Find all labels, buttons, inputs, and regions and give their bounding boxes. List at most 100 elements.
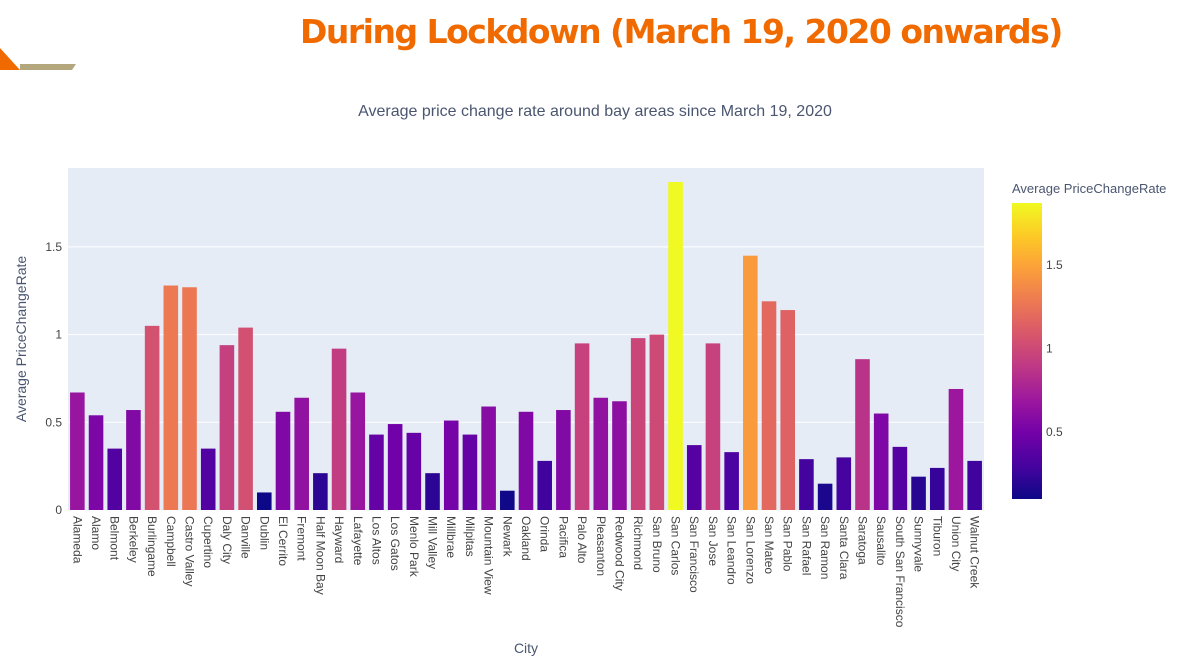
x-tick-label: San Mateo	[762, 516, 776, 574]
bar	[275, 411, 291, 510]
bar	[200, 448, 216, 510]
x-tick-label: Burlingame	[145, 516, 159, 577]
x-tick-label: Lafayette	[351, 516, 365, 566]
y-tick-label: 0	[55, 503, 62, 517]
bar	[593, 397, 609, 510]
corner-decoration	[0, 40, 80, 77]
bar	[238, 327, 253, 510]
bar	[929, 467, 945, 510]
bar	[462, 434, 478, 510]
colorbar-tick-label: 0.5	[1046, 425, 1063, 439]
y-tick-label: 1	[55, 328, 62, 342]
x-tick-label: Dublin	[257, 516, 271, 550]
x-tick-label: Sausalito	[874, 516, 888, 566]
bar	[387, 424, 403, 510]
x-tick-label: Millbrae	[444, 516, 458, 558]
bar	[182, 287, 197, 510]
x-tick-label: Saratoga	[855, 516, 869, 565]
x-tick-label: Palo Alto	[575, 516, 589, 564]
x-tick-label: San Rafael	[799, 516, 813, 575]
bar	[780, 310, 796, 510]
x-tick-label: Richmond	[631, 516, 645, 570]
bar	[256, 492, 272, 510]
x-tick-label: Tiburon	[930, 516, 944, 556]
bar	[406, 432, 422, 510]
bar	[500, 490, 515, 510]
bar	[873, 413, 889, 510]
bar	[705, 343, 721, 510]
colorbar-title: Average PriceChangeRate	[1012, 181, 1166, 196]
bar	[668, 182, 683, 510]
bar	[107, 448, 123, 510]
x-tick-label: Belmont	[108, 516, 122, 561]
bar	[556, 410, 571, 510]
bar	[761, 301, 777, 510]
x-tick-label: Newark	[500, 516, 514, 558]
colorbar-tick-label: 1	[1046, 341, 1053, 355]
x-tick-label: San Bruno	[650, 516, 664, 573]
x-tick-label: Redwood City	[612, 516, 626, 591]
bar	[313, 473, 328, 510]
bar	[612, 401, 627, 510]
x-tick-label: Pleasanton	[594, 516, 608, 576]
x-tick-label: Los Altos	[369, 516, 383, 565]
y-tick-label: 0.5	[45, 415, 62, 429]
bar	[144, 325, 160, 510]
slide-title: During Lockdown (March 19, 2020 onwards)	[300, 12, 1063, 51]
bar	[855, 359, 870, 510]
x-tick-label: Menlo Park	[407, 516, 421, 578]
x-tick-label: Orinda	[538, 516, 552, 552]
bar	[574, 343, 590, 510]
bar	[126, 410, 141, 510]
bar	[948, 388, 964, 510]
bar	[892, 446, 908, 510]
bar	[836, 457, 852, 510]
x-tick-label: Alamo	[89, 516, 103, 550]
bar	[817, 483, 833, 510]
x-axis-title: City	[514, 640, 538, 656]
x-tick-label: Mountain View	[482, 516, 496, 595]
x-tick-label: Santa Clara	[837, 516, 851, 580]
colorbar-tick-label: 1.5	[1046, 258, 1063, 272]
bar	[537, 460, 552, 510]
x-tick-label: Cupertino	[201, 516, 215, 568]
x-tick-label: Berkeley	[126, 516, 140, 563]
bar	[350, 392, 366, 510]
x-tick-label: Sunnyvale	[912, 516, 926, 572]
bar	[630, 338, 646, 510]
bar	[219, 345, 235, 510]
x-tick-label: Campbell	[164, 516, 178, 567]
x-tick-label: Half Moon Bay	[313, 516, 327, 595]
x-tick-label: South San Francisco	[893, 516, 907, 628]
x-tick-label: Alameda	[70, 516, 84, 564]
bar	[799, 459, 814, 510]
colorbar	[1012, 203, 1042, 499]
x-tick-label: Los Gatos	[388, 516, 402, 571]
bar	[686, 445, 702, 510]
y-axis-title: Average PriceChangeRate	[13, 256, 29, 423]
y-axis-ticks: 0 0.5 1 1.5	[45, 240, 62, 517]
x-tick-label: Milpitas	[463, 516, 477, 557]
x-tick-label: El Cerrito	[276, 516, 290, 566]
x-tick-label: San Pablo	[781, 516, 795, 572]
x-tick-label: San Lorenzo	[743, 516, 757, 584]
bar	[369, 434, 384, 510]
x-tick-label: Danville	[239, 516, 253, 559]
bar	[163, 285, 179, 510]
bar	[911, 476, 926, 510]
x-tick-label: San Carlos	[669, 516, 683, 575]
x-tick-label: San Francisco	[687, 516, 701, 593]
x-tick-label: Mill Valley	[426, 516, 440, 569]
x-tick-label: Oakland	[519, 516, 533, 561]
bar	[481, 406, 496, 510]
x-tick-label: San Ramon	[818, 516, 832, 579]
x-tick-label: Pacifica	[556, 516, 570, 558]
x-tick-label: Union City	[949, 516, 963, 571]
chart-title: Average price change rate around bay are…	[358, 103, 832, 120]
x-tick-label: San Jose	[706, 516, 720, 566]
bar	[70, 392, 85, 510]
x-tick-label: San Leandro	[725, 516, 739, 585]
x-tick-label: Castro Valley	[183, 516, 197, 586]
bar	[294, 397, 309, 510]
